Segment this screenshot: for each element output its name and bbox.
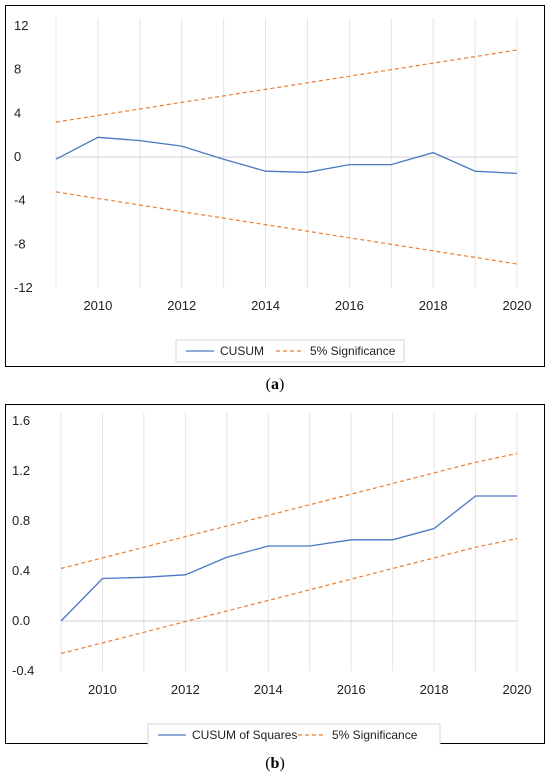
legend-label-bounds: 5% Significance — [310, 344, 396, 358]
series-line-main — [60, 495, 517, 622]
series-line-upper-bound — [55, 49, 518, 123]
x-tick-label: 2016 — [335, 298, 364, 313]
chart-panel-cusum-squares: 1.6 1.2 0.8 0.4 0.0 -0.4 2010 2012 2014 2016 2018 2… — [5, 404, 545, 745]
y-tick-label: 1.2 — [12, 463, 30, 478]
x-tick-label: 2018 — [419, 298, 448, 313]
caption-a: (a) — [265, 376, 285, 393]
x-tick-label: 2020 — [503, 298, 532, 313]
y-tick-label: 0.0 — [12, 613, 30, 628]
y-tick-label: -4 — [14, 193, 26, 208]
legend-label-main: CUSUM — [220, 344, 264, 358]
legend-label-bounds: 5% Significance — [332, 728, 418, 742]
y-tick-label: -12 — [14, 280, 33, 295]
y-tick-label: 0.8 — [12, 513, 30, 528]
x-tick-label: 2010 — [83, 298, 112, 313]
cusum-squares-chart: 1.6 1.2 0.8 0.4 0.0 -0.4 2010 2012 2014 2016 2018 2… — [12, 413, 532, 745]
series-line-lower-bound — [55, 191, 518, 265]
y-tick-label: 0.4 — [12, 563, 30, 578]
legend-box — [147, 723, 441, 745]
caption-a-letter: a — [271, 376, 279, 393]
cusum-chart: 12 8 4 0 -4 -8 -12 2010 2012 2014 2016 2018 2020 CUSU… — [14, 18, 532, 363]
y-tick-label: 0 — [14, 149, 21, 164]
y-tick-label: -0.4 — [12, 663, 34, 678]
x-tick-label: 2016 — [337, 682, 366, 697]
caption-b-letter: b — [270, 755, 280, 772]
x-tick-label: 2012 — [167, 298, 196, 313]
y-tick-label: -8 — [14, 236, 26, 251]
y-tick-label: 1.6 — [12, 413, 30, 428]
x-tick-label: 2014 — [251, 298, 280, 313]
series-line-upper-bound — [60, 452, 518, 570]
chart-panel-cusum: 12 8 4 0 -4 -8 -12 2010 2012 2014 2016 2018 2020 CUSU… — [5, 5, 545, 367]
x-tick-label: 2010 — [88, 682, 117, 697]
x-tick-label: 2020 — [503, 682, 532, 697]
legend-label-main: CUSUM of Squares — [192, 728, 297, 742]
caption-b: (b) — [265, 755, 285, 772]
y-tick-label: 12 — [14, 18, 28, 33]
y-tick-label: 4 — [14, 105, 21, 120]
series-line-lower-bound — [60, 537, 518, 655]
series-line-main — [55, 136, 518, 175]
y-tick-label: 8 — [14, 62, 21, 77]
x-tick-label: 2014 — [254, 682, 283, 697]
x-tick-label: 2018 — [420, 682, 449, 697]
x-tick-label: 2012 — [171, 682, 200, 697]
